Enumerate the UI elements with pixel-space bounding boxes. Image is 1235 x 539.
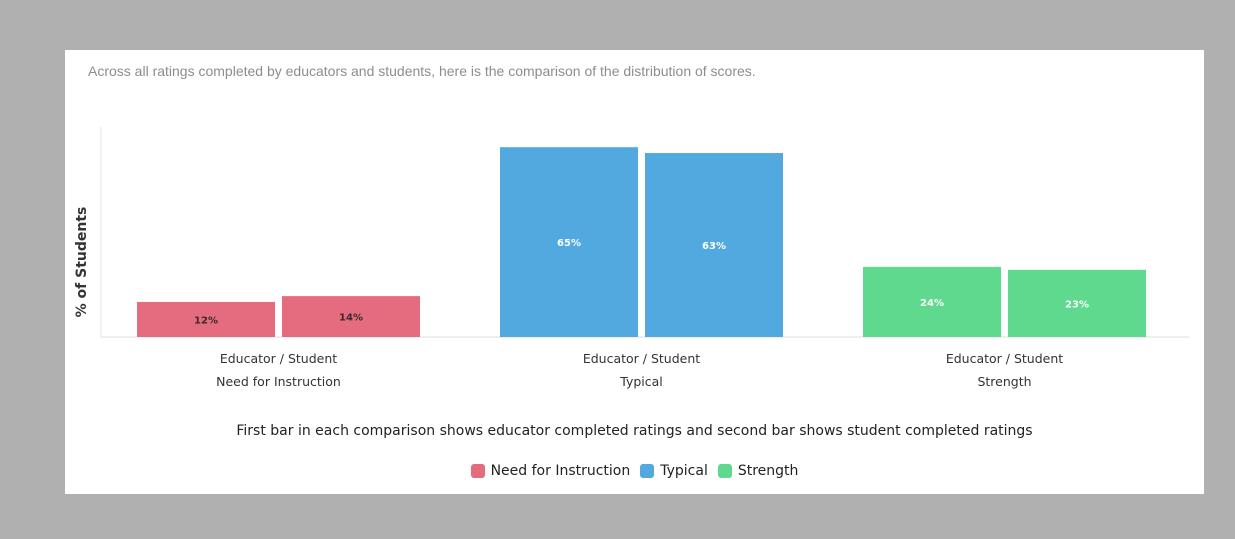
bar <box>645 153 783 337</box>
category-label-line2: Strength <box>977 374 1031 389</box>
legend-label: Strength <box>737 463 799 479</box>
category-label-line2: Typical <box>619 374 663 389</box>
category-label-line2: Need for Instruction <box>216 374 341 389</box>
intro-text: Across all ratings completed by educator… <box>88 63 756 79</box>
bar <box>282 296 420 337</box>
category-label-line1: Educator / Student <box>220 351 337 366</box>
bar <box>1008 269 1146 337</box>
category-label-line1: Educator / Student <box>583 351 700 366</box>
chart-note: First bar in each comparison shows educa… <box>236 423 1033 439</box>
legend-item-need-for-instruction[interactable]: Need for Instruction <box>470 463 631 479</box>
legend-swatch <box>640 464 655 478</box>
bar-value-label: 65% <box>557 238 581 249</box>
bar-value-label: 23% <box>1065 299 1089 310</box>
legend: Need for Instruction Typical Strength <box>65 463 1204 479</box>
legend-swatch <box>470 464 485 478</box>
bar-value-label: 12% <box>194 315 218 326</box>
bar-value-label: 14% <box>339 313 363 324</box>
legend-item-strength[interactable]: Strength <box>717 463 799 479</box>
legend-item-typical[interactable]: Typical <box>640 463 708 479</box>
bar-value-label: 24% <box>920 298 944 309</box>
bar <box>500 147 638 337</box>
y-axis-label: % of Students <box>74 207 90 318</box>
bar-chart: % of Students 12% 14% Educator / Student Nee… <box>74 127 1189 389</box>
legend-label: Need for Instruction <box>490 463 631 479</box>
category-label-line1: Educator / Student <box>946 351 1063 366</box>
bar <box>863 266 1001 337</box>
bar <box>137 301 275 337</box>
bar-value-label: 63% <box>702 241 726 252</box>
chart-card: Across all ratings completed by educator… <box>65 50 1204 494</box>
legend-label: Typical <box>660 463 708 479</box>
legend-swatch <box>717 464 732 478</box>
